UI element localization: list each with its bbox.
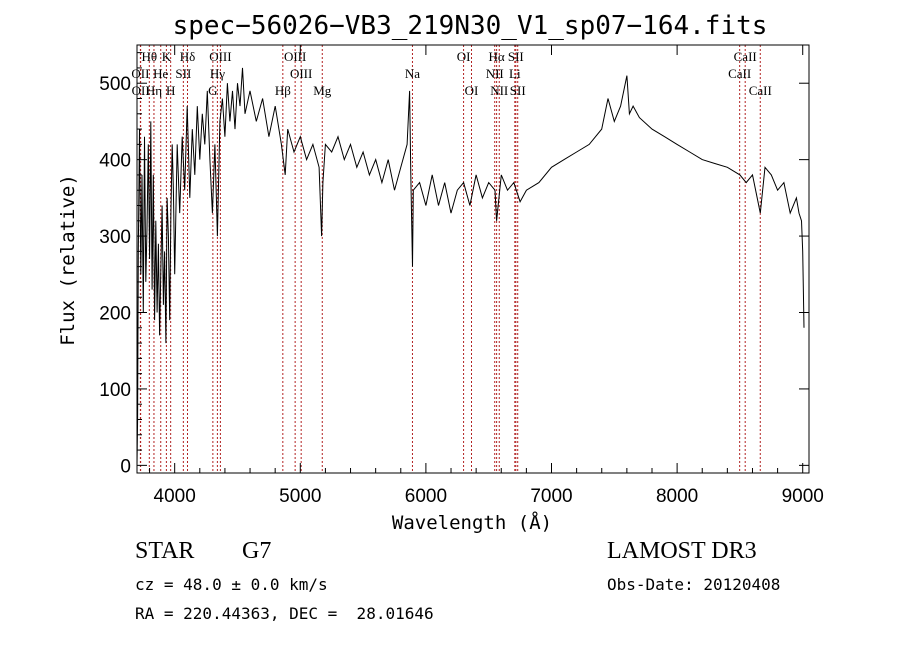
line-label-2: OII xyxy=(132,83,150,98)
line-label-27: CaII xyxy=(749,83,772,98)
line-label-0: Hθ xyxy=(141,49,157,64)
object-subclass: G7 xyxy=(242,538,272,564)
line-label-15: Mg xyxy=(313,83,332,98)
observation-date: Obs-Date: 20120408 xyxy=(607,575,781,594)
line-label-18: OI xyxy=(465,83,479,98)
line-label-12: Hβ xyxy=(275,83,291,98)
line-label-20: NII xyxy=(486,66,504,81)
x-axis-ticks: 4000 5000 6000 7000 8000 9000 xyxy=(149,45,824,507)
line-label-5: K xyxy=(162,49,172,64)
x-tick-label-4: 8000 xyxy=(656,486,698,507)
chart-title: spec−56026−VB3_219N30_V1_sp07−164.fits xyxy=(173,11,768,41)
object-class: STAR xyxy=(135,538,195,564)
line-label-17: OI xyxy=(457,49,471,64)
line-label-19: Hα xyxy=(489,49,505,64)
x-tick-label-2: 6000 xyxy=(405,486,447,507)
line-label-14: OIII xyxy=(290,66,312,81)
line-label-16: Na xyxy=(405,66,420,81)
line-label-9: OIII xyxy=(209,49,231,64)
x-axis-label: Wavelength (Å) xyxy=(392,511,552,534)
y-tick-label-2: 200 xyxy=(99,304,131,325)
line-label-8: Hδ xyxy=(180,49,196,64)
x-tick-label-3: 7000 xyxy=(530,486,572,507)
x-tick-label-5: 9000 xyxy=(782,486,824,507)
x-tick-label-1: 5000 xyxy=(279,486,321,507)
line-label-6: H xyxy=(166,83,175,98)
line-label-1: OII xyxy=(131,66,149,81)
line-label-3: Hη xyxy=(146,83,162,98)
line-label-22: SII xyxy=(508,49,524,64)
y-axis-ticks: 0 100 200 300 400 500 xyxy=(99,52,809,477)
line-label-4: He xyxy=(153,66,168,81)
y-tick-label-0: 0 xyxy=(120,456,131,477)
redshift-text: cz = 48.0 ± 0.0 km/s xyxy=(135,575,328,594)
line-label-25: CaII xyxy=(734,49,757,64)
line-label-21: NII xyxy=(490,83,508,98)
coordinates-text: RA = 220.44363, DEC = 28.01646 xyxy=(135,604,434,623)
line-label-10: Hγ xyxy=(210,66,225,81)
y-tick-label-1: 100 xyxy=(99,380,131,401)
spectrum-line xyxy=(136,67,805,466)
x-tick-label-0: 4000 xyxy=(154,486,196,507)
survey-name: LAMOST DR3 xyxy=(607,538,757,564)
plot-frame xyxy=(136,44,810,474)
y-tick-label-5: 500 xyxy=(99,74,131,95)
y-tick-label-3: 300 xyxy=(99,227,131,248)
y-axis-label: Flux (relative) xyxy=(57,174,79,346)
line-label-7: SII xyxy=(175,66,191,81)
line-label-26: CaII xyxy=(728,66,751,81)
line-label-23: Li xyxy=(509,66,521,81)
line-label-24: SII xyxy=(510,83,526,98)
y-tick-label-4: 400 xyxy=(99,151,131,172)
line-label-13: OIII xyxy=(284,49,306,64)
line-label-11: G xyxy=(208,83,217,98)
